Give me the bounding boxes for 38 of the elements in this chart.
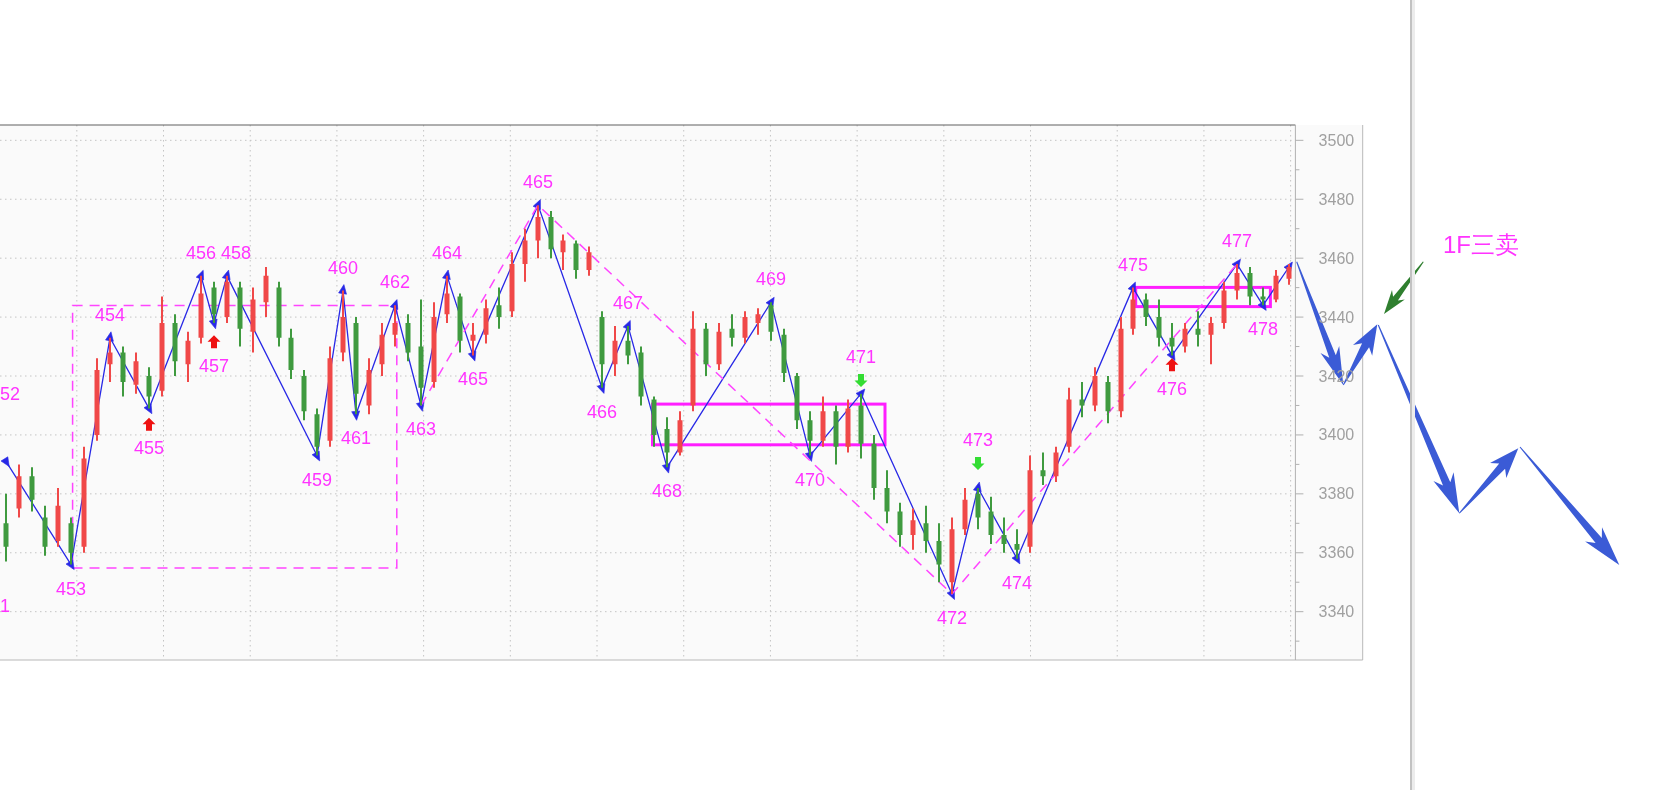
annotation: 478 (1248, 319, 1278, 340)
annotation: 469 (756, 269, 786, 290)
annotation: 52 (0, 384, 20, 404)
annotation: 473 (963, 430, 993, 451)
annotation: 457 (199, 355, 229, 376)
annotation: 464 (432, 242, 462, 263)
annotation: 454 (95, 304, 125, 325)
annotation: 1F三卖 (1443, 230, 1519, 258)
annotation: 472 (937, 608, 967, 628)
y-tick-label: 3500 (1318, 131, 1355, 149)
y-tick-label: 3480 (1318, 190, 1355, 208)
annotation: 465 (458, 369, 488, 390)
annotation: 477 (1222, 231, 1252, 252)
annotation: 476 (1157, 378, 1187, 399)
annotation: 471 (846, 347, 876, 368)
y-tick-label: 3440 (1318, 308, 1355, 326)
y-tick-label: 3380 (1318, 485, 1355, 503)
annotation: 1 (0, 596, 10, 616)
annotation: 456 (186, 242, 216, 263)
annotation: 458 (221, 242, 251, 263)
annotation: 455 (134, 438, 164, 459)
annotation: 465 (523, 172, 553, 193)
y-tick-label: 3340 (1318, 603, 1355, 621)
annotation: 470 (795, 469, 825, 490)
annotation: 463 (406, 419, 436, 440)
annotation: 474 (1002, 572, 1032, 593)
annotation: 468 (652, 481, 682, 502)
annotation: 459 (302, 469, 332, 490)
annotation: 467 (613, 292, 643, 313)
y-tick-label: 3360 (1318, 544, 1355, 562)
annotation: 460 (328, 257, 358, 278)
annotation: 461 (341, 428, 371, 449)
annotation: 462 (380, 272, 410, 293)
annotation: 475 (1118, 254, 1148, 275)
annotation: 453 (56, 578, 86, 599)
y-tick-label: 3460 (1318, 249, 1355, 267)
y-tick-label: 3400 (1318, 426, 1355, 444)
annotation: 466 (587, 401, 617, 422)
